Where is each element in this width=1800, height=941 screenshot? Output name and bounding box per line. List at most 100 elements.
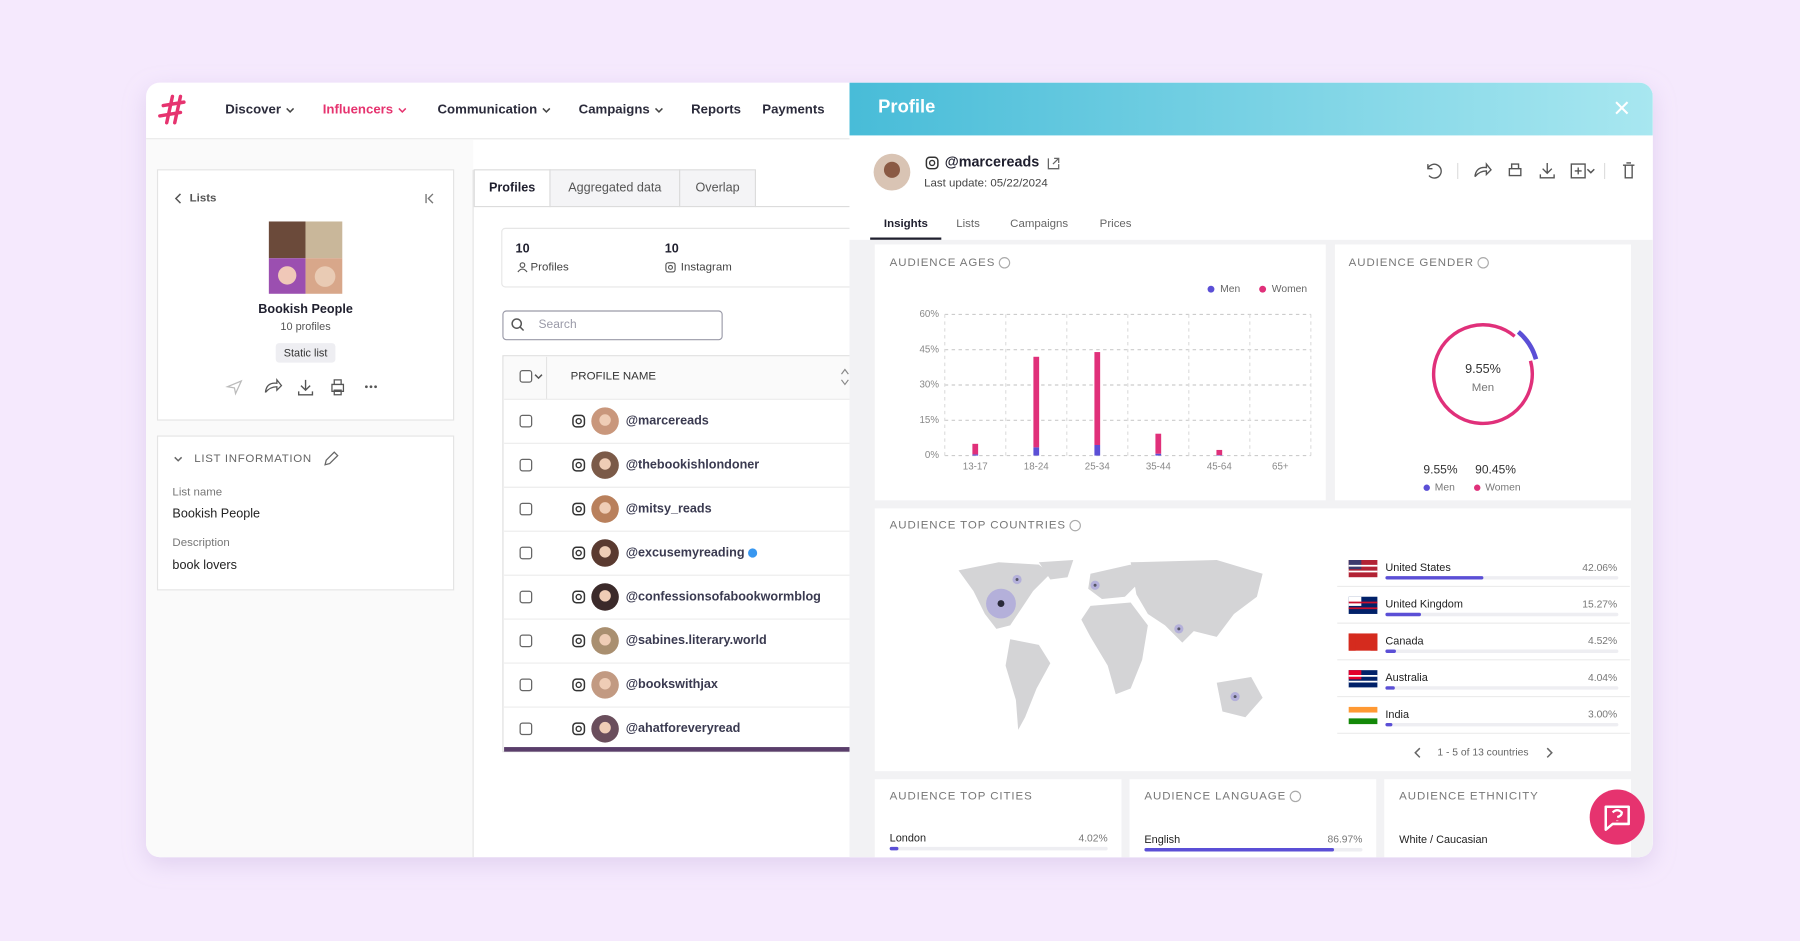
- bar-track: [1385, 686, 1619, 690]
- toolbar-icon: [1539, 162, 1555, 179]
- y-tick-label: 45%: [920, 344, 940, 355]
- instagram-icon-lens: [575, 461, 582, 469]
- profile-tab[interactable]: Campaigns: [1010, 218, 1068, 230]
- map-landmass: [1038, 560, 1074, 580]
- country-name: Australia: [1385, 672, 1428, 684]
- y-tick-label: 30%: [920, 380, 940, 391]
- table-header: [504, 356, 872, 400]
- table: [502, 355, 871, 753]
- nav-item[interactable]: Reports: [691, 102, 741, 117]
- legend-label: Men: [1220, 284, 1240, 295]
- profile-tab[interactable]: Insights: [884, 218, 928, 230]
- profile-handle[interactable]: @ahatforeveryread: [626, 721, 741, 735]
- donut-center-value: 9.55%: [1465, 362, 1501, 376]
- country-name: India: [1385, 709, 1410, 721]
- edit-icon: [324, 451, 339, 466]
- legend-marker: [1207, 285, 1215, 293]
- insight-card: [874, 244, 1326, 501]
- logo: [158, 94, 186, 125]
- instagram-icon-lens: [575, 637, 582, 645]
- bar: [1385, 649, 1396, 653]
- legend-label: Men: [1435, 482, 1455, 493]
- nav-item[interactable]: Campaigns: [579, 102, 650, 117]
- field-value: Bookish People: [172, 506, 260, 520]
- tab-label[interactable]: Overlap: [695, 181, 739, 195]
- toolbar-icon: [1622, 162, 1635, 179]
- checkbox: [519, 546, 533, 560]
- tab-label[interactable]: Aggregated data: [568, 181, 662, 195]
- item-name: English: [1144, 834, 1180, 846]
- x-tick-label: 45-64: [1207, 462, 1233, 473]
- country-value: 4.04%: [1588, 673, 1617, 684]
- profile-tab[interactable]: Prices: [1100, 218, 1132, 230]
- app: Discover Influencers Communication Campaign…: [146, 82, 1653, 858]
- sort-icon: [841, 368, 849, 386]
- profile-handle[interactable]: @bookswithjax: [626, 677, 718, 691]
- nav-item[interactable]: Communication: [438, 102, 538, 117]
- checkbox: [519, 370, 533, 383]
- search-placeholder: Search: [539, 317, 577, 331]
- list-info-card: [156, 435, 455, 591]
- column-header: PROFILE NAME: [571, 370, 657, 382]
- flag: [1370, 633, 1378, 651]
- chevron-icon: [174, 193, 182, 204]
- instagram-icon-lens: [575, 725, 582, 733]
- bar-segment: [1094, 352, 1101, 445]
- profile-handle[interactable]: @marcereads: [626, 413, 709, 427]
- map-landmass: [1216, 677, 1263, 718]
- search-input: [502, 310, 723, 341]
- checkbox: [519, 590, 533, 604]
- map-landmass: [1081, 602, 1148, 695]
- country-name: Canada: [1385, 635, 1424, 647]
- help-icon: [1477, 257, 1489, 269]
- profile-handle[interactable]: @thebookishlondoner: [626, 457, 760, 471]
- bar: [1385, 576, 1484, 580]
- profile-tab[interactable]: Lists: [956, 218, 980, 230]
- people-icon: [517, 268, 528, 273]
- avatar-face: [599, 677, 611, 690]
- map-dot: [1015, 578, 1019, 582]
- nav-item[interactable]: Influencers: [323, 102, 393, 117]
- bar: [1385, 722, 1393, 727]
- bar-segment: [1094, 444, 1101, 456]
- instagram-small: [665, 262, 676, 273]
- flag: [1348, 712, 1378, 719]
- more-icon: [369, 385, 373, 389]
- instagram-icon: [572, 502, 586, 516]
- profile-avatar-face: [883, 161, 900, 178]
- card-title: AUDIENCE AGES: [890, 257, 996, 269]
- profile-handle[interactable]: @sabines.literary.world: [626, 633, 767, 647]
- card-title: AUDIENCE TOP COUNTRIES: [890, 520, 1066, 532]
- y-tick-label: 60%: [920, 309, 940, 320]
- bar-segment: [972, 454, 979, 456]
- profile-handle[interactable]: @excusemyreading: [626, 545, 745, 559]
- instagram-icon-lens: [575, 681, 582, 689]
- toolbar-icon: [1570, 163, 1586, 179]
- checkbox: [519, 678, 533, 692]
- bar-segment: [972, 443, 979, 455]
- tab-label[interactable]: Profiles: [489, 181, 535, 195]
- back-link[interactable]: Lists: [190, 193, 217, 205]
- nav-item[interactable]: Discover: [225, 102, 281, 117]
- profile-handle[interactable]: @confessionsofabookwormblog: [626, 589, 821, 603]
- profile-handle[interactable]: @mitsy_reads: [626, 501, 712, 515]
- country-value: 3.00%: [1588, 710, 1617, 721]
- pie-slice: [1516, 330, 1539, 360]
- badge: [275, 343, 336, 363]
- stat-label: Instagram: [681, 261, 732, 273]
- bar-segment: [1216, 449, 1223, 456]
- external-link-icon: [1047, 157, 1060, 170]
- chat-icon: [1604, 805, 1630, 831]
- flag: [1348, 560, 1362, 570]
- more-icon: [365, 385, 368, 389]
- legend-label: Women: [1485, 482, 1521, 493]
- chevron-icon: [534, 374, 543, 380]
- legend-label: Women: [1272, 284, 1308, 295]
- country-value: 42.06%: [1582, 563, 1617, 574]
- bar-segment: [1155, 453, 1162, 456]
- card-title: AUDIENCE LANGUAGE: [1144, 790, 1286, 802]
- nav-item[interactable]: Payments: [762, 102, 824, 117]
- search-icon: [519, 326, 525, 332]
- chevron-icon: [1414, 747, 1421, 758]
